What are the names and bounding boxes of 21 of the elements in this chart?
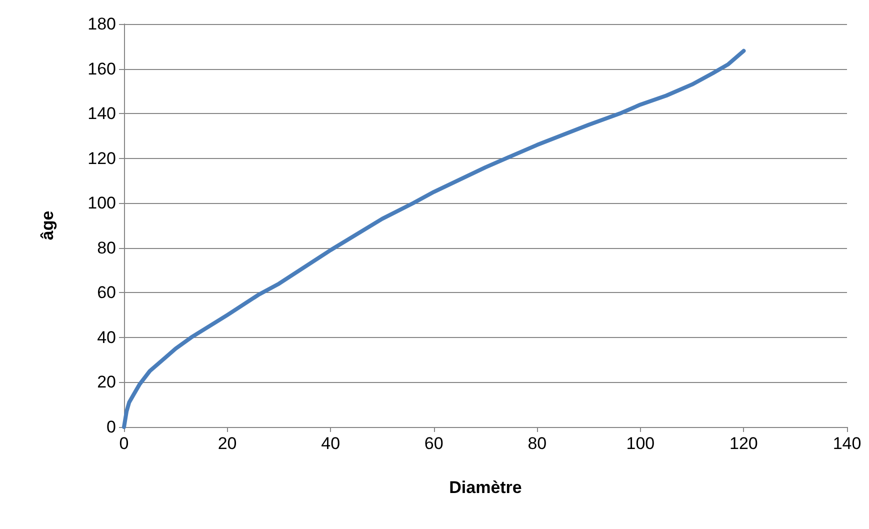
x-tick-label: 80: [528, 434, 547, 453]
y-tick-label: 160: [88, 59, 116, 78]
x-tick-label: 120: [730, 434, 758, 453]
y-axis-title: âge: [38, 210, 57, 240]
y-tick-label: 60: [97, 283, 116, 302]
y-tick-label: 80: [97, 238, 116, 258]
y-tick-label: 140: [88, 104, 116, 124]
x-tick-label: 20: [218, 434, 237, 453]
line-series: [122, 48, 746, 429]
y-tick-label: 120: [88, 148, 116, 168]
x-tick-label: 0: [119, 434, 129, 453]
y-tick-label: 180: [88, 14, 116, 34]
x-tick-label: 60: [424, 434, 444, 453]
y-tick-label: 0: [106, 418, 116, 436]
x-tick-label: 100: [626, 434, 655, 453]
y-tick-label: 20: [97, 372, 116, 392]
x-axis-title: Diamètre: [449, 478, 522, 497]
x-tick-label: 140: [832, 434, 862, 453]
x-tick-label: 40: [321, 434, 340, 453]
y-tick-label: 100: [88, 194, 116, 213]
y-tick-label: 40: [97, 328, 116, 347]
